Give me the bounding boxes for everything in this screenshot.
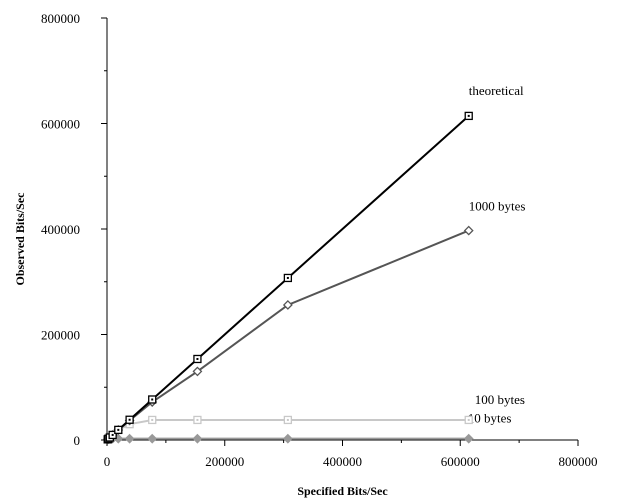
series-label: theoretical	[469, 83, 524, 98]
data-point-center	[151, 418, 154, 421]
series-label: 10 bytes	[468, 411, 512, 426]
data-point	[463, 225, 474, 236]
data-point-center	[286, 418, 289, 421]
series-label: 1000 bytes	[469, 199, 526, 214]
data-point-center	[117, 428, 120, 431]
x-tick-label: 200000	[205, 454, 244, 469]
series-layer: 10 bytes 100 bytes 1000 bytes theoretical	[102, 83, 526, 445]
y-ticks: 0 200000 400000 600000 800000	[41, 11, 107, 448]
data-point-center	[128, 418, 131, 421]
x-tick-label: 600000	[441, 454, 480, 469]
data-point-center	[196, 418, 199, 421]
data-point-center	[196, 357, 199, 360]
y-tick-label: 0	[74, 433, 81, 448]
y-axis-title: Observed Bits/Sec	[13, 192, 27, 286]
data-point	[147, 433, 158, 444]
series-10-bytes: 10 bytes	[102, 411, 512, 445]
x-tick-label: 0	[104, 454, 111, 469]
data-point-center	[467, 418, 470, 421]
data-point-center	[467, 114, 470, 117]
series-label: 100 bytes	[475, 392, 525, 407]
series-line	[107, 229, 470, 441]
data-point	[463, 433, 474, 444]
data-point	[192, 433, 203, 444]
y-tick-label: 600000	[41, 117, 80, 132]
data-point-center	[111, 433, 114, 436]
data-point-center	[151, 398, 154, 401]
x-ticks: 0 200000 400000 600000 800000	[104, 440, 598, 469]
series-1000-bytes: 1000 bytes	[102, 199, 526, 445]
data-point-center	[286, 276, 289, 279]
y-tick-label: 200000	[41, 328, 80, 343]
data-point	[282, 300, 293, 310]
data-point	[282, 433, 293, 444]
x-axis-title: Specified Bits/Sec	[297, 484, 388, 498]
data-point	[192, 366, 203, 377]
series-100-bytes: 100 bytes	[103, 392, 525, 444]
y-tick-label: 400000	[41, 222, 80, 237]
x-tick-label: 400000	[323, 454, 362, 469]
x-tick-label: 800000	[559, 454, 598, 469]
data-point	[124, 433, 135, 444]
series-theoretical: theoretical	[103, 83, 524, 444]
y-tick-label: 800000	[41, 11, 80, 26]
